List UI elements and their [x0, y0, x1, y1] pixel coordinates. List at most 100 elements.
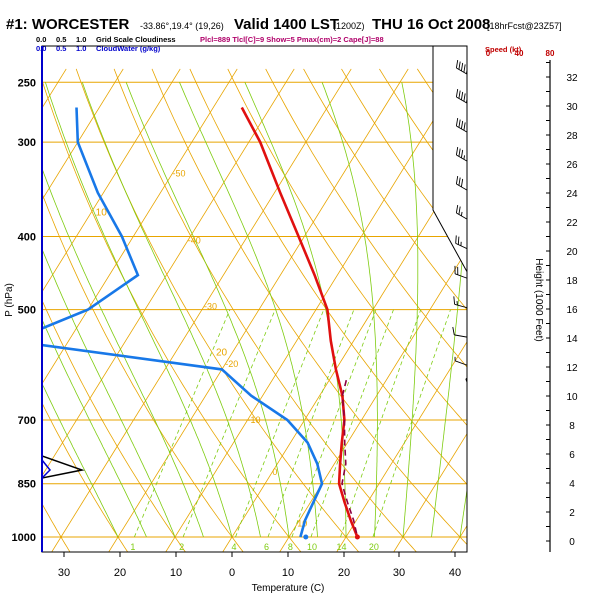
wind-barb-staff [456, 67, 467, 75]
x-tick-label: 30 [58, 567, 70, 579]
cloudiness-label: Grid Scale Cloudiness [96, 35, 176, 44]
height-tick-label: 0 [569, 537, 575, 548]
isotherm-label: -20 [225, 359, 238, 369]
wind-shear-hatch [488, 455, 508, 461]
wind-barb-staff [454, 303, 467, 309]
x-tick-label: 30 [393, 567, 405, 579]
wind-shear-hatch [488, 424, 508, 430]
dry-adiabat-line [42, 192, 244, 552]
wind-shear-hatch [488, 505, 508, 511]
moist-adiabat-line [45, 82, 233, 538]
isotherm-label: -10 [248, 415, 261, 425]
wind-barb-flag [489, 448, 492, 451]
wind-barb-staff [472, 524, 484, 538]
x-tick-label: 20 [338, 567, 350, 579]
y-tick-label: 250 [18, 77, 36, 89]
height-tick-label: 30 [566, 102, 578, 113]
cloudwater-profile [42, 459, 52, 479]
dry-adiabat-lines [42, 68, 600, 553]
cloudiness-tick-0: 0.0 [36, 35, 46, 44]
dry-adiabat-line [265, 68, 467, 368]
wind-barb-staff [472, 408, 478, 425]
height-tick-label: 10 [566, 392, 578, 403]
height-tick-label: 12 [566, 363, 578, 374]
wind-barb-flag [460, 149, 464, 158]
cloudiness-profile [42, 455, 85, 479]
valid-time: Valid 1400 LST [234, 16, 339, 33]
forecast-date: THU 16 Oct 2008 [372, 16, 490, 33]
moist-adiabat-line [42, 382, 119, 538]
wind-shear-hatch [488, 460, 508, 466]
wind-shear-hatch [488, 404, 508, 410]
dry-adiabat-line [227, 68, 467, 426]
wind-shear-hatch [488, 409, 508, 415]
wind-barb-flag [455, 235, 457, 244]
wind-barb-flag [460, 178, 464, 187]
mixing-ratio-label: 6 [264, 542, 269, 552]
height-tick-label: 18 [566, 276, 578, 287]
dry-adiabat-line [42, 402, 129, 552]
y-axis-ticks: 250 300 400 500 700 850 1000 [12, 77, 36, 544]
wind-barb-flag [455, 60, 459, 69]
wind-barb-staff [454, 334, 467, 338]
wind-barb-flag [455, 176, 459, 185]
x-axis-ticks: 30 20 10 0 10 20 30 40 [58, 552, 461, 579]
wind-panel-border [432, 46, 467, 273]
height-tick-label: 22 [566, 218, 578, 229]
surface-dewpoint-dot [303, 534, 309, 540]
forecast-run: [18hrFcst@23Z57] [487, 21, 562, 31]
wind-barb-flag [460, 211, 463, 216]
dry-adiabat-label: 10 [96, 207, 108, 218]
wind-shear-hatch [488, 495, 508, 501]
wind-barb-staff [456, 125, 467, 133]
isotherm-line [222, 157, 467, 552]
station-name: #1: WORCESTER [6, 16, 130, 33]
height-tick-label: 14 [566, 334, 578, 345]
wind-barb-flag [458, 90, 461, 99]
speed-label: Speed (kt) [485, 45, 522, 54]
x-tick-label: 10 [282, 567, 294, 579]
wind-barb-flag [452, 326, 455, 335]
x-tick-label: 10 [170, 567, 182, 579]
wind-shear-hatch [488, 440, 508, 446]
isotherm-line [42, 68, 181, 293]
wind-barb-staff [454, 273, 467, 279]
mixing-ratio-label: 2 [179, 542, 184, 552]
cloudwater-tick-2: 1.0 [76, 44, 86, 53]
isotherm-lines [42, 68, 467, 552]
dry-adiabat-line [493, 69, 600, 553]
wind-shear-hatch [488, 465, 508, 471]
height-tick-label: 2 [569, 508, 575, 519]
cloudwater-label: CloudWater (g/kg) [96, 44, 161, 53]
wind-barb-staff [456, 96, 467, 104]
wind-barb-flag [460, 62, 464, 71]
wind-barb-flag [490, 480, 492, 483]
wind-shear-hatch [488, 480, 508, 486]
moist-adiabat-line [42, 167, 204, 538]
wind-shear-hatch [488, 419, 508, 425]
wind-shear-hatch [488, 531, 508, 537]
wind-shear-hatch [488, 511, 508, 517]
dewpoint-line [42, 107, 324, 538]
y-axis-label: P (hPa) [4, 283, 15, 317]
isotherm-label: -40 [188, 236, 201, 246]
dry-adiabat-line [303, 68, 467, 311]
wind-panel-background [433, 46, 467, 552]
wind-barb-flag [463, 155, 465, 160]
y-tick-label: 700 [18, 415, 36, 427]
isotherm-line [108, 68, 409, 552]
wind-barb-flag [458, 61, 461, 70]
height-axis-label: Height (1000 Feet) [533, 258, 544, 341]
isotherm-line [393, 433, 467, 552]
wind-barb-flag [453, 296, 456, 305]
dry-adiabat-line [113, 68, 418, 552]
isotherm-line [51, 68, 352, 552]
speed-tick-label: 0 [486, 49, 491, 58]
wind-shear-hatch [488, 414, 508, 420]
wind-barb-staff [456, 183, 467, 191]
cloudiness-tick-1: 0.5 [56, 35, 66, 44]
moist-adiabat-line [81, 82, 261, 538]
wind-barb-flag [458, 206, 461, 215]
